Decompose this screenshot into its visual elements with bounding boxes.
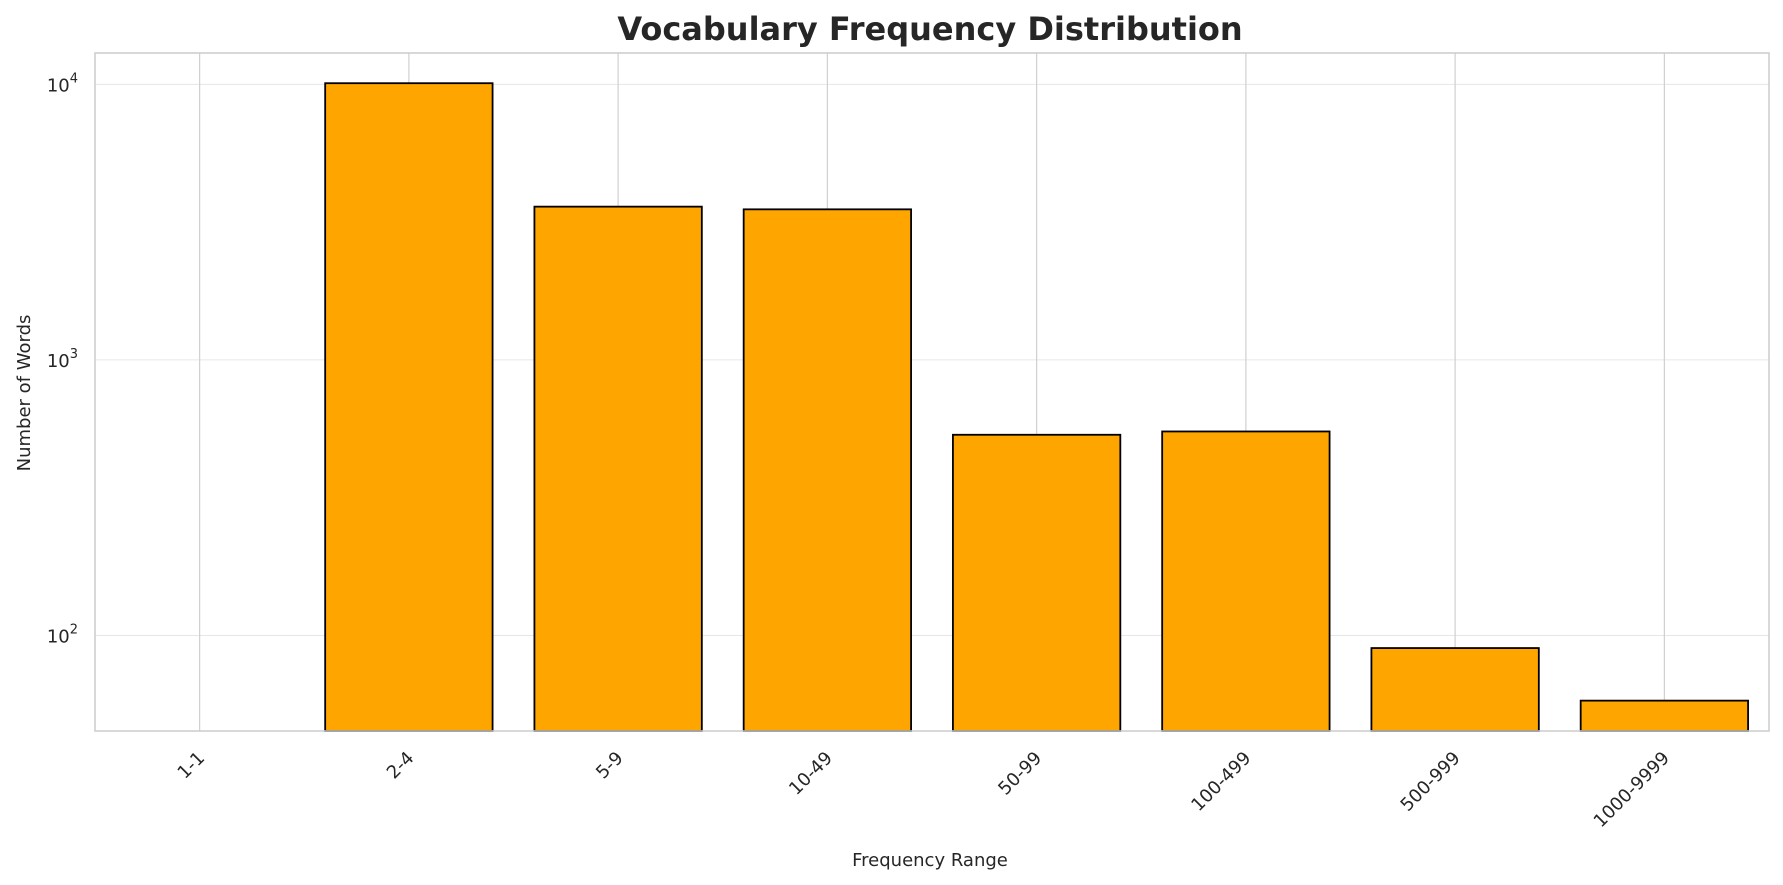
x-tick-label: 1-1 <box>174 748 210 784</box>
x-tick-label: 100-499 <box>1187 748 1255 816</box>
bar-1000-9999 <box>1579 699 1749 732</box>
x-tick-label: 50-99 <box>994 748 1046 800</box>
y-tick-label: 102 <box>47 622 78 647</box>
y-tick-label: 104 <box>47 71 78 96</box>
x-tick-label: 5-9 <box>592 748 628 784</box>
x-tick-label: 2-4 <box>383 748 419 784</box>
bar-5-9 <box>533 205 703 732</box>
bar-10-49 <box>742 208 912 732</box>
bar-500-999 <box>1370 647 1540 732</box>
bar-50-99 <box>952 433 1122 732</box>
y-tick-label: 103 <box>47 347 78 372</box>
plot-frame <box>94 52 1770 732</box>
x-tick-label: 10-49 <box>785 748 837 800</box>
x-tick-label: 500-999 <box>1397 748 1465 816</box>
x-tick-label: 1000-9999 <box>1590 748 1674 832</box>
bar-2-4 <box>324 82 494 732</box>
y-axis-label: Number of Words <box>14 315 35 472</box>
x-axis-label: Frequency Range <box>852 850 1008 871</box>
bar-100-499 <box>1161 430 1331 732</box>
bars-layer <box>324 82 1749 732</box>
chart-title: Vocabulary Frequency Distribution <box>617 10 1242 48</box>
